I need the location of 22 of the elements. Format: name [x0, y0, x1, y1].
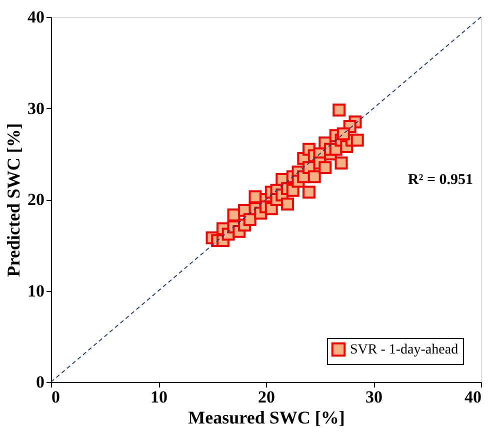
y-tick-label: 40 — [28, 8, 44, 26]
y-tick-label: 20 — [28, 190, 44, 209]
point — [350, 134, 364, 147]
x-tick-label: 10 — [150, 388, 168, 406]
x-axis-title: Measured SWC [%] — [188, 408, 345, 428]
point — [281, 198, 294, 211]
point — [336, 127, 350, 140]
x-tick-label: 20 — [258, 388, 275, 406]
point — [308, 170, 321, 184]
point — [318, 161, 332, 174]
legend-label: SVR - 1-day-ahead — [350, 342, 458, 358]
annotation: R² = 0.951 — [408, 172, 473, 188]
point — [302, 186, 316, 199]
point — [332, 104, 346, 117]
point — [334, 156, 348, 170]
y-tick-label: 10 — [28, 281, 44, 300]
y-tick-label: 0 — [36, 372, 44, 392]
y-axis-title: Predicted SWC [%] — [4, 123, 24, 277]
x-tick-label: 0 — [52, 388, 60, 406]
x-tick-label: 30 — [366, 388, 382, 406]
y-tick-label: 30 — [28, 98, 44, 118]
x-tick-label: 40 — [464, 388, 482, 406]
